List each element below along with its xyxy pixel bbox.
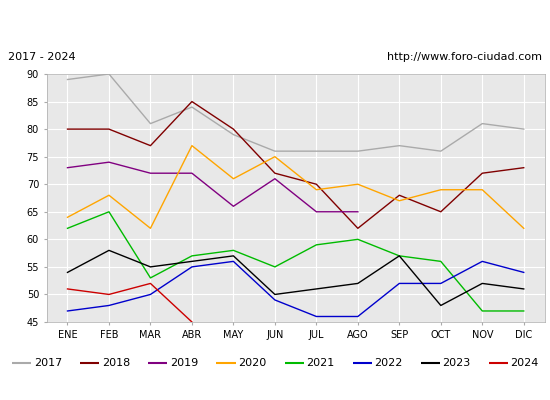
Text: 2023: 2023 [442,358,471,368]
Text: 2021: 2021 [306,358,334,368]
Text: 2017 - 2024: 2017 - 2024 [8,52,76,62]
Text: 2020: 2020 [238,358,267,368]
Text: 2024: 2024 [510,358,539,368]
Text: http://www.foro-ciudad.com: http://www.foro-ciudad.com [387,52,542,62]
Text: Evolucion del paro registrado en Villoruela: Evolucion del paro registrado en Villoru… [113,14,437,28]
Text: 2019: 2019 [170,358,199,368]
Text: 2017: 2017 [34,358,62,368]
Text: 2022: 2022 [375,358,403,368]
Text: 2018: 2018 [102,358,130,368]
